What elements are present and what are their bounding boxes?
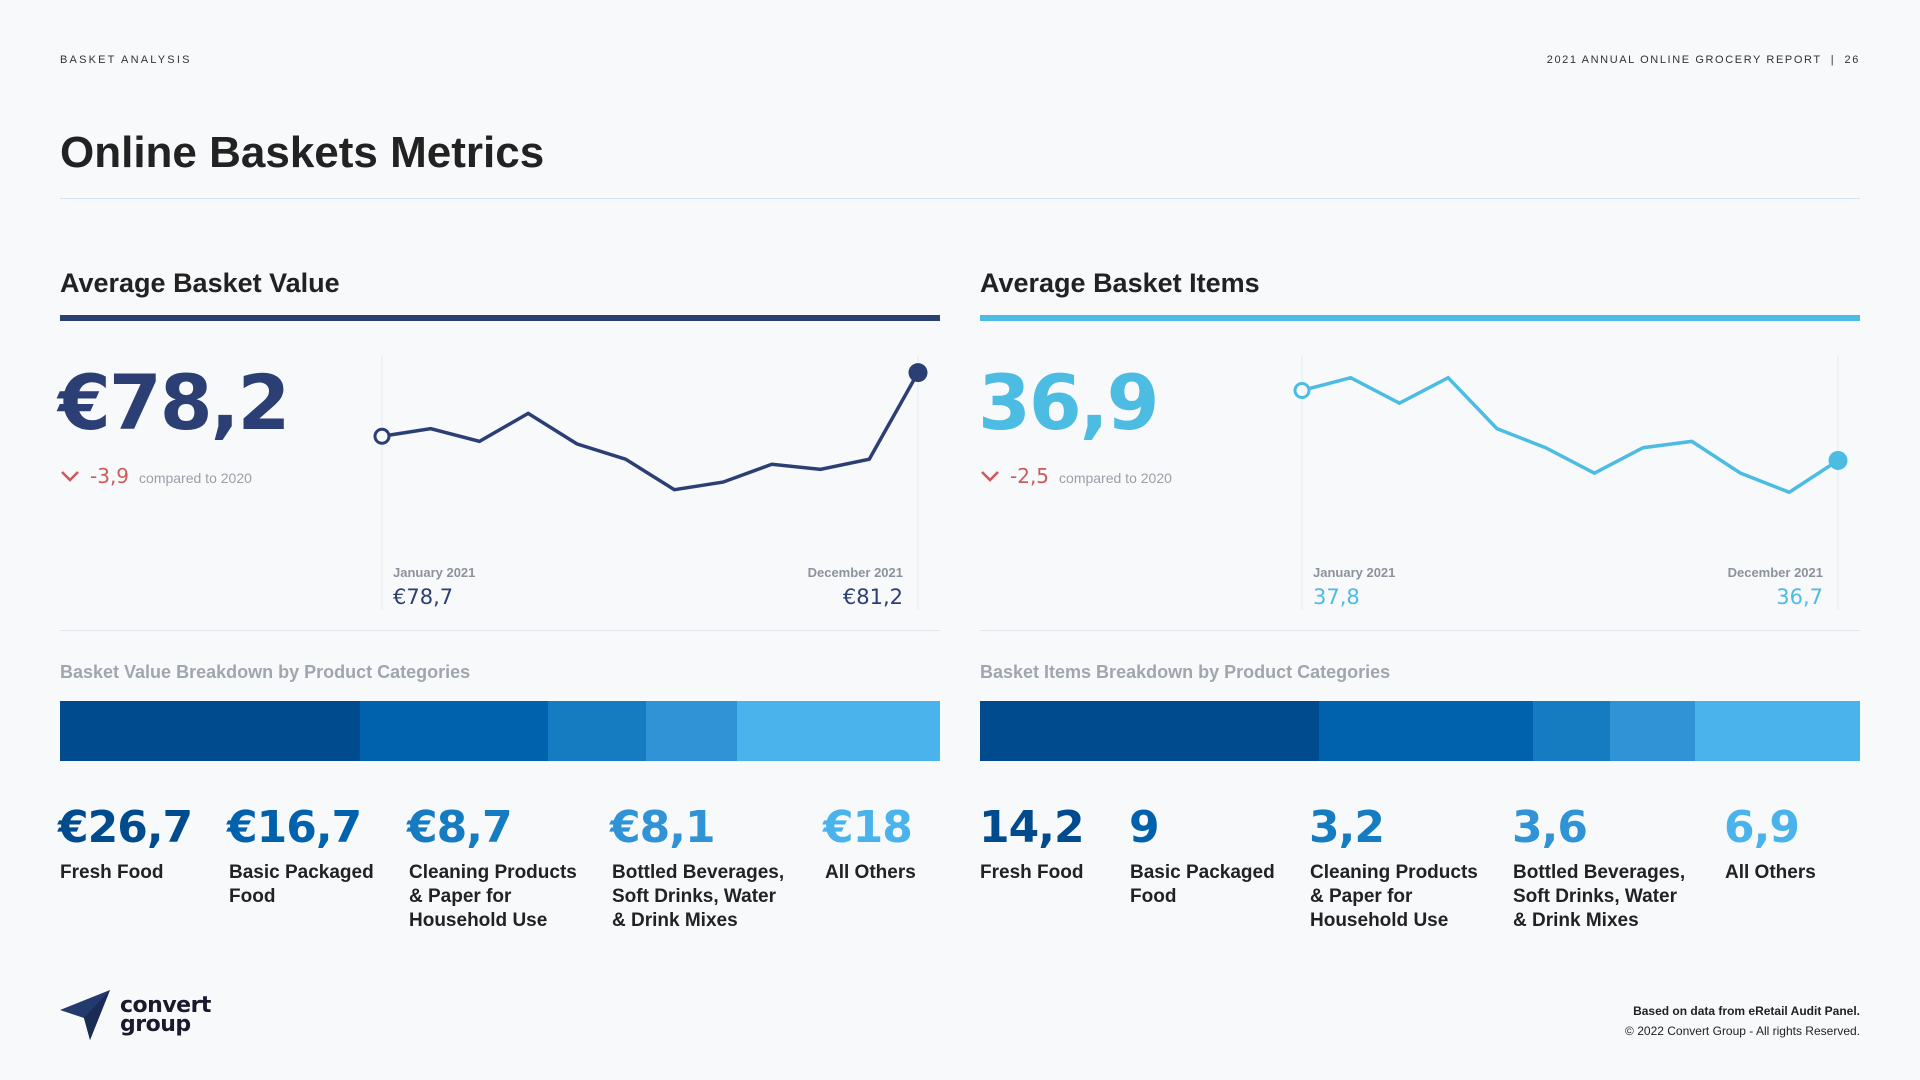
paper-plane-icon bbox=[60, 990, 110, 1040]
category-name: Fresh Food bbox=[980, 862, 1084, 883]
chevron-down-icon bbox=[60, 469, 80, 483]
kpi-value: 36,9 bbox=[978, 358, 1160, 447]
category-value: €8,1 bbox=[610, 802, 716, 853]
series-line bbox=[1301, 375, 1839, 495]
company-logo: convert group bbox=[60, 988, 211, 1042]
title-divider bbox=[60, 198, 1860, 199]
chart-start-value: €78,7 bbox=[393, 585, 454, 609]
chart-end-label: December 2021 bbox=[807, 565, 903, 580]
kpi-value: €78,2 bbox=[58, 358, 290, 447]
chart-start-label: January 2021 bbox=[393, 565, 476, 580]
chart-start-value: 37,8 bbox=[1313, 585, 1360, 609]
bar-segment bbox=[1318, 701, 1534, 761]
delta-caption: compared to 2020 bbox=[139, 470, 252, 486]
breakdown-title: Basket Value Breakdown by Product Catego… bbox=[60, 662, 471, 682]
bar-segment bbox=[646, 701, 738, 761]
panel-accent-bar bbox=[60, 315, 940, 321]
category-name: Bottled Beverages, Soft Drinks, Water & … bbox=[1513, 862, 1686, 931]
line-chart-basket-value bbox=[373, 355, 928, 610]
panel-divider bbox=[60, 630, 940, 631]
stacked-bar-basket-value bbox=[60, 701, 940, 761]
category-name: Fresh Food bbox=[60, 862, 164, 883]
category-name: All Others bbox=[825, 862, 916, 883]
bar-segment bbox=[548, 701, 647, 761]
category-name: Basic Packaged Food bbox=[229, 862, 374, 907]
end-point bbox=[908, 363, 928, 383]
category-value: 3,6 bbox=[1512, 802, 1588, 853]
category-value: 9 bbox=[1129, 802, 1160, 853]
bar-segment bbox=[60, 701, 361, 761]
panel-divider bbox=[980, 630, 1860, 631]
category-value: 6,9 bbox=[1724, 802, 1800, 853]
category-name: Bottled Beverages, Soft Drinks, Water & … bbox=[612, 862, 785, 931]
category-name: Cleaning Products & Paper for Household … bbox=[1310, 862, 1478, 931]
delta-value: -3,9 bbox=[90, 464, 130, 488]
bar-segment bbox=[1695, 701, 1860, 761]
category-name: All Others bbox=[1725, 862, 1816, 883]
end-point bbox=[1828, 450, 1848, 470]
bar-segment bbox=[360, 701, 549, 761]
bar-segment bbox=[737, 701, 940, 761]
delta-caption: compared to 2020 bbox=[1059, 470, 1172, 486]
report-label: 2021 ANNUAL ONLINE GROCERY REPORT | 26 bbox=[1546, 54, 1860, 66]
logo-line-2: group bbox=[120, 1012, 191, 1037]
source-note: Based on data from eRetail Audit Panel. bbox=[1633, 1004, 1860, 1018]
chart-start-label: January 2021 bbox=[1313, 565, 1396, 580]
category-value: €26,7 bbox=[58, 802, 193, 853]
bar-segment bbox=[980, 701, 1319, 761]
category-value: €18 bbox=[823, 802, 913, 853]
category-value: €8,7 bbox=[407, 802, 513, 853]
kpi-delta: -2,5 compared to 2020 bbox=[980, 464, 1172, 488]
copyright-note: © 2022 Convert Group - All rights Reserv… bbox=[1625, 1024, 1860, 1038]
chart-end-label: December 2021 bbox=[1727, 565, 1823, 580]
page-title: Online Baskets Metrics bbox=[60, 128, 545, 177]
category-name: Cleaning Products & Paper for Household … bbox=[409, 862, 577, 931]
start-point bbox=[373, 427, 391, 445]
panel-accent-bar bbox=[980, 315, 1860, 321]
panel-title: Average Basket Items bbox=[980, 268, 1260, 298]
bar-segment bbox=[1533, 701, 1610, 761]
category-value: 14,2 bbox=[979, 802, 1085, 853]
start-point bbox=[1293, 381, 1311, 399]
chart-end-value: 36,7 bbox=[1776, 585, 1823, 609]
line-chart-basket-items bbox=[1293, 355, 1848, 610]
bar-segment bbox=[1609, 701, 1696, 761]
series-line bbox=[381, 371, 920, 492]
category-name: Basic Packaged Food bbox=[1130, 862, 1275, 907]
panel-title: Average Basket Value bbox=[60, 268, 340, 298]
breakdown-title: Basket Items Breakdown by Product Catego… bbox=[980, 662, 1391, 682]
chevron-down-icon bbox=[980, 469, 1000, 483]
delta-value: -2,5 bbox=[1010, 464, 1050, 488]
category-value: 3,2 bbox=[1309, 802, 1385, 853]
logo-wordmark: convert group bbox=[120, 993, 211, 1037]
section-label: BASKET ANALYSIS bbox=[60, 54, 192, 66]
stacked-bar-basket-items bbox=[980, 701, 1860, 761]
category-value: €16,7 bbox=[227, 802, 362, 853]
logo-line-1: convert bbox=[120, 993, 211, 1018]
chart-end-value: €81,2 bbox=[842, 585, 903, 609]
kpi-delta: -3,9 compared to 2020 bbox=[60, 464, 252, 488]
